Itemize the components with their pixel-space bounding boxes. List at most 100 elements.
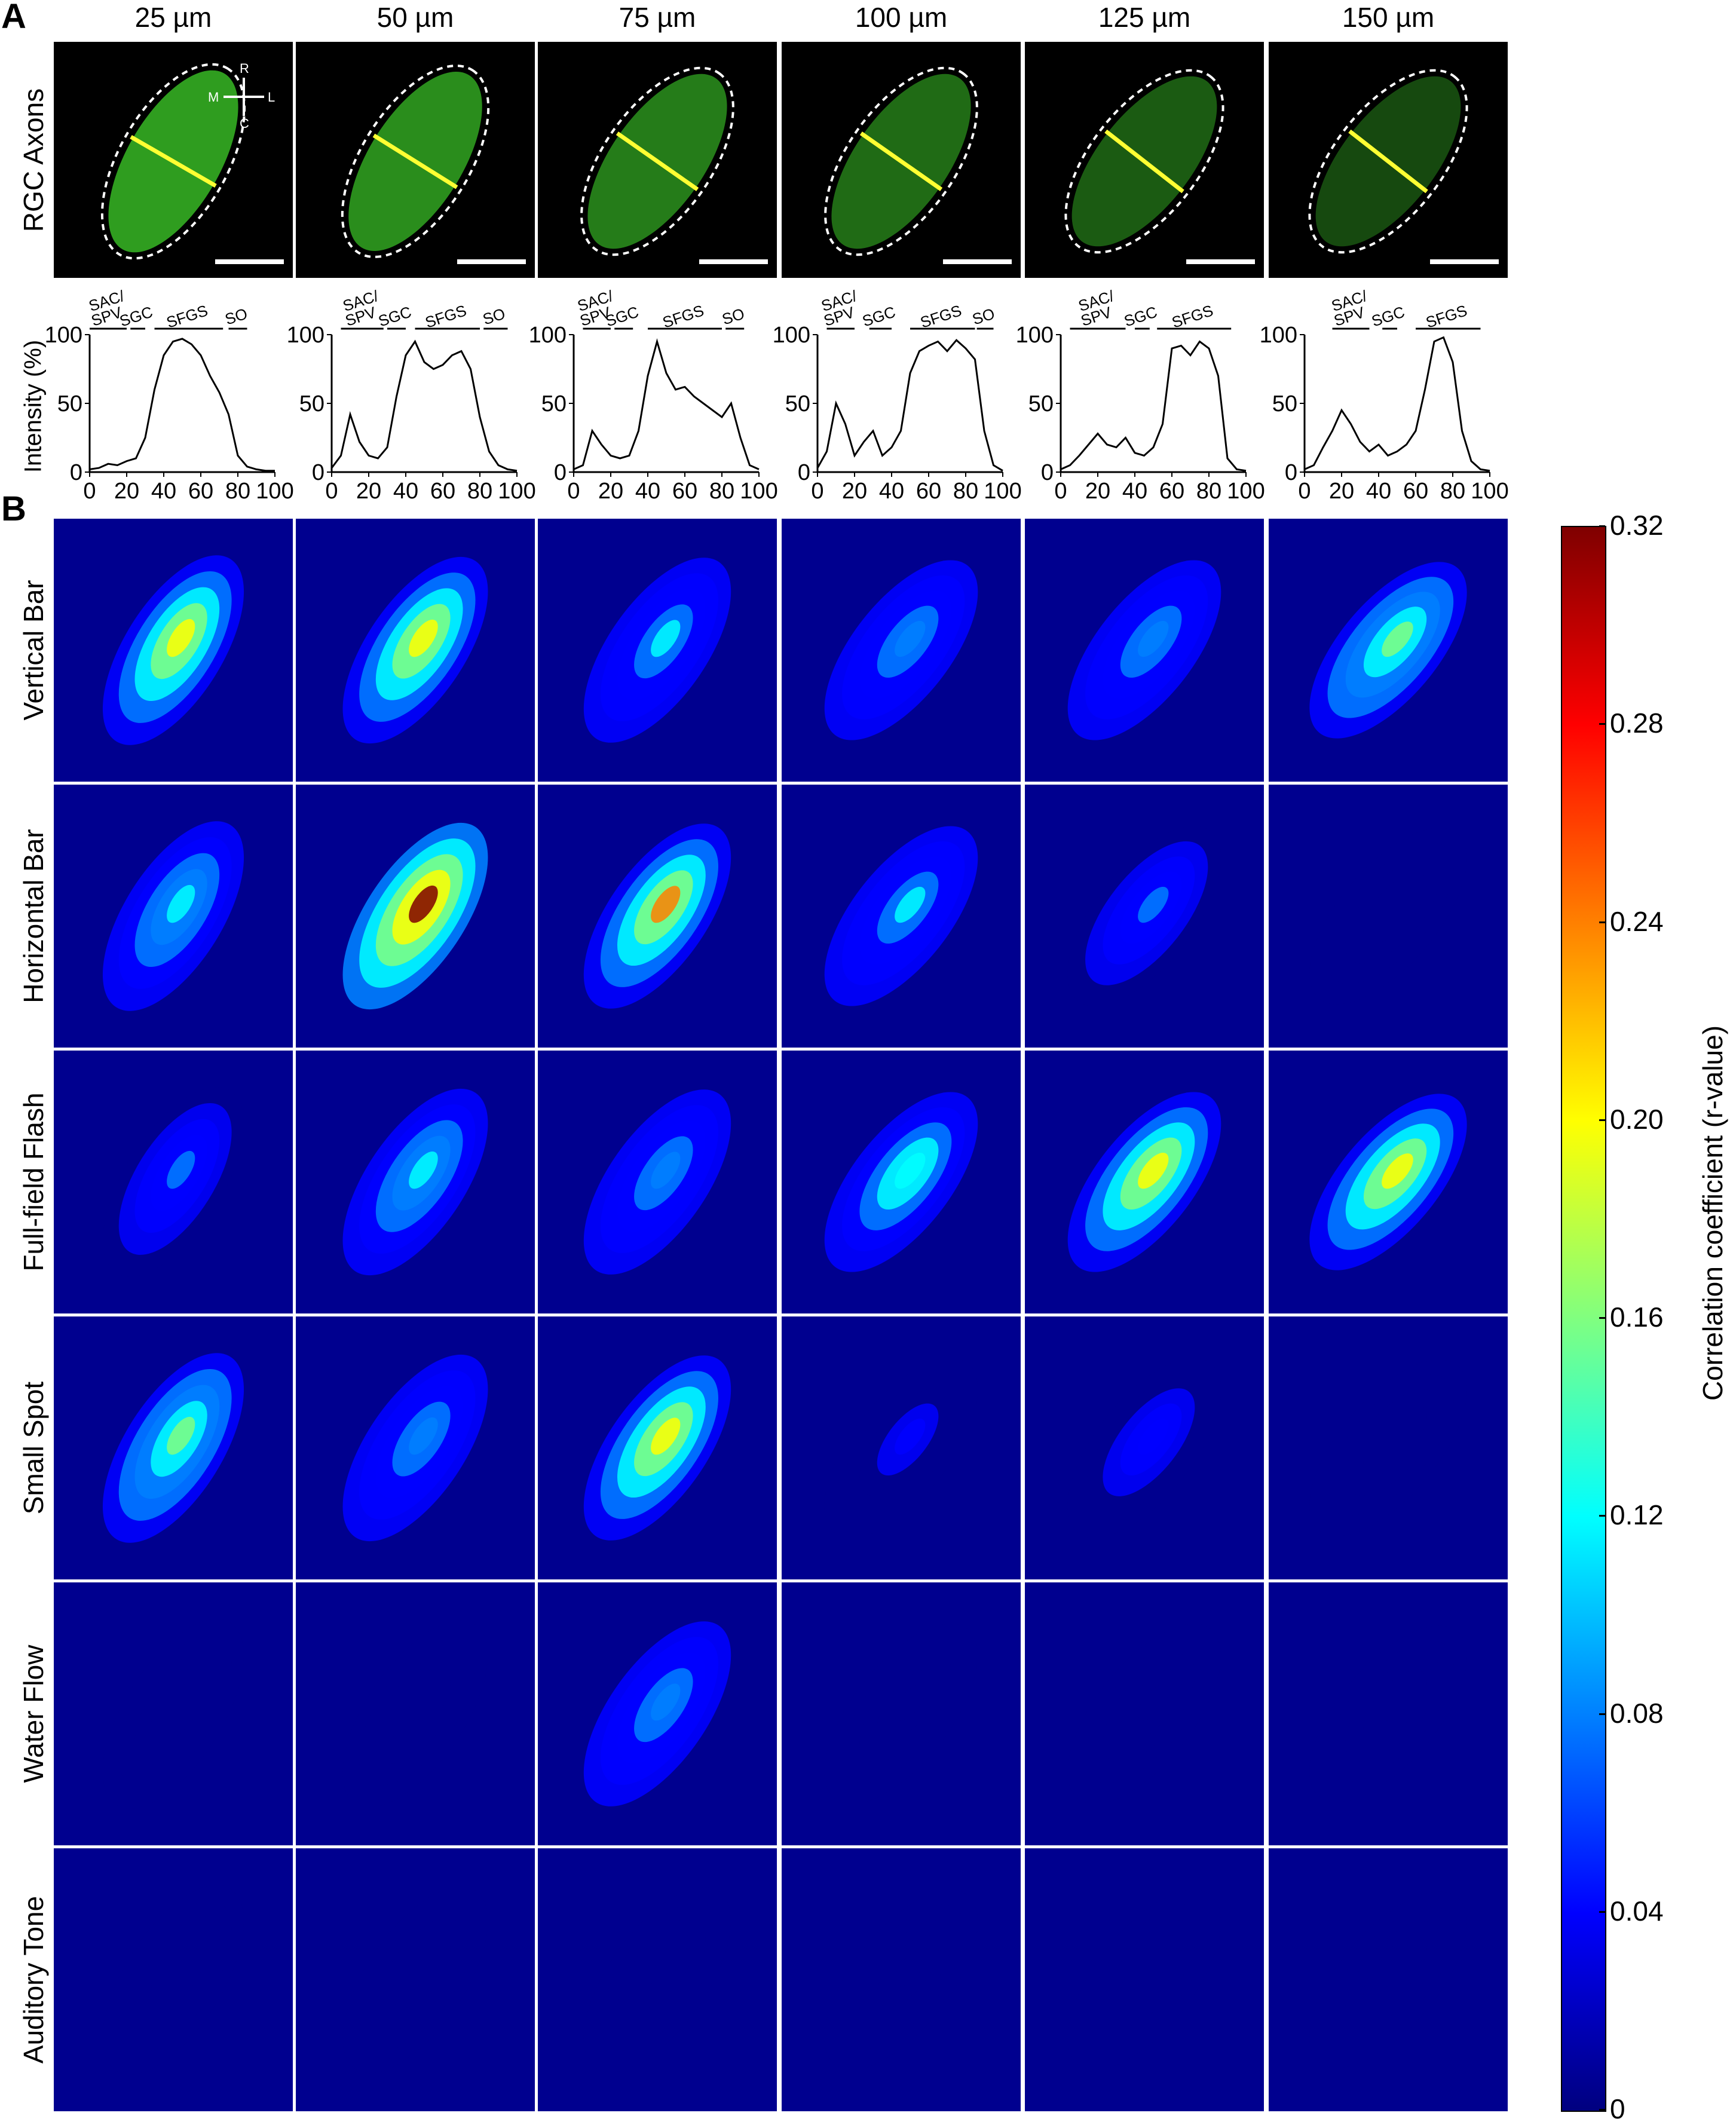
x-tick-label: 60 — [188, 479, 213, 504]
activation-region — [651, 1417, 681, 1455]
panel-b-label: B — [1, 489, 26, 528]
x-tick-label: 100 — [1227, 479, 1265, 504]
y-tick-label: 100 — [1016, 323, 1054, 348]
layer-label-sgc: SGC — [1122, 302, 1159, 330]
activation-region — [167, 884, 195, 923]
activation-region — [167, 1682, 195, 1721]
y-tick-label: 0 — [312, 460, 324, 485]
activation-region — [409, 1151, 438, 1189]
x-tick-label: 100 — [740, 479, 777, 504]
activation-region — [895, 1950, 926, 1987]
y-tick-label: 50 — [1028, 391, 1054, 417]
intensity-ylabel: Intensity (%) — [20, 339, 47, 473]
correlation-map-1-4 — [1025, 785, 1264, 1048]
colorbar-tick — [1599, 2109, 1605, 2111]
correlation-map-0-2 — [538, 519, 777, 782]
correlation-map-2-3 — [782, 1051, 1021, 1313]
colorbar-tick-label: 0.24 — [1610, 905, 1664, 937]
scale-bar — [699, 259, 768, 264]
axon-image-0: R C M L — [54, 42, 293, 278]
y-tick-label: 50 — [57, 391, 82, 417]
scale-bar — [215, 259, 284, 264]
axon-image-3 — [782, 42, 1021, 278]
activation-region — [1138, 1684, 1169, 1721]
colorbar — [1561, 526, 1606, 2112]
x-tick-label: 40 — [1366, 479, 1391, 504]
x-tick-label: 20 — [842, 479, 867, 504]
depth-title-4: 125 µm — [1098, 2, 1191, 33]
correlation-map-2-2 — [538, 1051, 777, 1313]
correlation-map-0-3 — [782, 519, 1021, 782]
x-tick-label: 0 — [325, 479, 338, 504]
x-tick-label: 20 — [1085, 479, 1110, 504]
activation-region — [651, 1683, 681, 1721]
colorbar-tick — [1599, 723, 1605, 725]
colorbar-tick — [1599, 1317, 1605, 1319]
axes — [816, 335, 1003, 473]
stimulus-label-0: Vertical Bar — [18, 580, 49, 721]
correlation-map-2-5 — [1269, 1051, 1508, 1313]
rgc-axons-label: RGC Axons — [18, 88, 49, 232]
profile-line — [1104, 129, 1184, 194]
activation-region — [1382, 621, 1413, 657]
correlation-map-5-0 — [54, 1848, 293, 2111]
activation-region — [1138, 886, 1169, 923]
activation-region — [651, 1949, 681, 1987]
stimulus-label-1: Horizontal Bar — [18, 829, 49, 1003]
activation-region — [1138, 1950, 1169, 1987]
y-tick-label: 100 — [1260, 323, 1297, 348]
correlation-map-2-1 — [296, 1051, 535, 1313]
colorbar-tick-label: 0.28 — [1610, 708, 1664, 739]
correlation-map-1-2 — [538, 785, 777, 1048]
axon-image-4 — [1025, 42, 1264, 278]
x-tick-label: 60 — [916, 479, 941, 504]
intensity-series-line — [89, 338, 275, 472]
activation-region — [895, 1684, 926, 1721]
panel-a-label: A — [1, 0, 26, 36]
profile-line — [616, 131, 699, 191]
activation-region — [409, 1683, 438, 1721]
layer-label-so: SO — [970, 304, 997, 328]
x-tick-label: 100 — [256, 479, 293, 504]
correlation-map-3-5 — [1269, 1316, 1508, 1579]
y-tick-label: 0 — [798, 460, 810, 485]
intensity-series-line — [573, 338, 760, 470]
depth-title-0: 25 µm — [134, 2, 212, 33]
activation-region — [651, 620, 681, 657]
layer-label-sgc: SGC — [603, 302, 641, 330]
tectum-outline — [1308, 69, 1468, 254]
tectum-outline — [100, 63, 246, 260]
activation-region — [895, 1152, 926, 1189]
colorbar-tick — [1599, 921, 1605, 923]
x-tick-label: 100 — [1471, 479, 1508, 504]
depth-title-5: 150 µm — [1342, 2, 1435, 33]
activation-region — [1138, 1418, 1169, 1455]
tectum-outline — [580, 66, 734, 256]
correlation-map-0-5 — [1269, 519, 1508, 782]
intensity-series-line — [1304, 336, 1490, 472]
layer-label-sfgs: SFGS — [1169, 301, 1215, 331]
correlation-map-5-3 — [782, 1848, 1021, 2111]
y-tick-label: 0 — [1041, 460, 1054, 485]
x-tick-label: 0 — [1054, 479, 1067, 504]
activation-region — [1138, 1152, 1169, 1189]
profile-line — [372, 133, 458, 189]
layer-label-so: SO — [480, 304, 507, 328]
activation-region — [1382, 1153, 1413, 1189]
y-tick-label: 50 — [785, 391, 810, 417]
activation-region — [167, 1416, 195, 1455]
layer-label-so: SO — [719, 304, 746, 328]
correlation-map-0-0 — [54, 519, 293, 782]
activation-region — [651, 1152, 681, 1189]
correlation-map-3-4 — [1025, 1316, 1264, 1579]
x-tick-label: 40 — [879, 479, 904, 504]
colorbar-tick — [1599, 1910, 1605, 1913]
x-tick-label: 80 — [467, 479, 492, 504]
activation-region — [651, 886, 681, 923]
correlation-map-1-1 — [296, 785, 535, 1048]
correlation-map-3-3 — [782, 1316, 1021, 1579]
depth-title-3: 100 µm — [855, 2, 948, 33]
x-tick-label: 60 — [1159, 479, 1184, 504]
